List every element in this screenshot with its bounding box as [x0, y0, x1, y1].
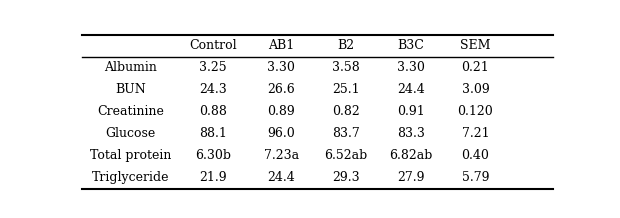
Text: 6.82ab: 6.82ab	[389, 149, 432, 162]
Text: SEM: SEM	[460, 39, 491, 52]
Text: 0.40: 0.40	[461, 149, 489, 162]
Text: 21.9: 21.9	[199, 171, 227, 184]
Text: 24.4: 24.4	[267, 171, 295, 184]
Text: 0.21: 0.21	[462, 61, 489, 74]
Text: 88.1: 88.1	[199, 127, 227, 140]
Text: Albumin: Albumin	[104, 61, 157, 74]
Text: 3.30: 3.30	[267, 61, 295, 74]
Text: 3.09: 3.09	[462, 83, 489, 96]
Text: 0.120: 0.120	[458, 105, 494, 118]
Text: 0.89: 0.89	[267, 105, 295, 118]
Text: 0.91: 0.91	[397, 105, 425, 118]
Text: 29.3: 29.3	[332, 171, 360, 184]
Text: 3.30: 3.30	[397, 61, 425, 74]
Text: 26.6: 26.6	[267, 83, 295, 96]
Text: Creatinine: Creatinine	[97, 105, 164, 118]
Text: 24.3: 24.3	[199, 83, 227, 96]
Text: Triglyceride: Triglyceride	[92, 171, 169, 184]
Text: B3C: B3C	[397, 39, 424, 52]
Text: 83.3: 83.3	[397, 127, 425, 140]
Text: 7.23a: 7.23a	[264, 149, 299, 162]
Text: 5.79: 5.79	[462, 171, 489, 184]
Text: 24.4: 24.4	[397, 83, 425, 96]
Text: 6.30b: 6.30b	[195, 149, 231, 162]
Text: Glucose: Glucose	[105, 127, 156, 140]
Text: Control: Control	[189, 39, 237, 52]
Text: 27.9: 27.9	[397, 171, 425, 184]
Text: 7.21: 7.21	[462, 127, 489, 140]
Text: 6.52ab: 6.52ab	[324, 149, 368, 162]
Text: 3.25: 3.25	[199, 61, 227, 74]
Text: 96.0: 96.0	[267, 127, 295, 140]
Text: 3.58: 3.58	[332, 61, 360, 74]
Text: 83.7: 83.7	[332, 127, 360, 140]
Text: BUN: BUN	[115, 83, 146, 96]
Text: AB1: AB1	[268, 39, 294, 52]
Text: 25.1: 25.1	[332, 83, 360, 96]
Text: Total protein: Total protein	[90, 149, 171, 162]
Text: 0.82: 0.82	[332, 105, 360, 118]
Text: B2: B2	[337, 39, 355, 52]
Text: 0.88: 0.88	[199, 105, 227, 118]
